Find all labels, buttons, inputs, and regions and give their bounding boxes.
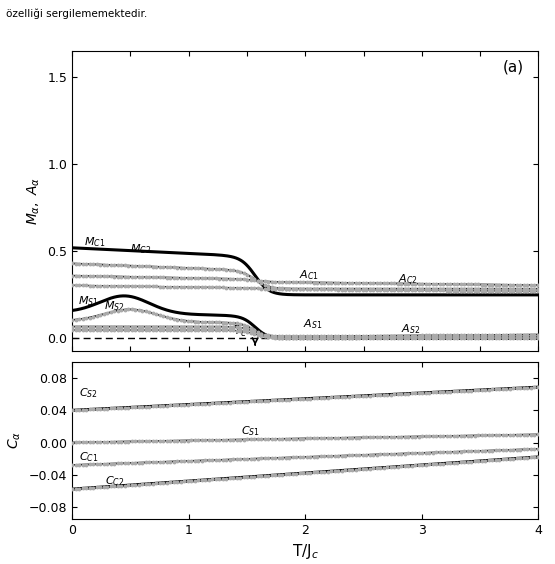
Text: $A_{S2}$: $A_{S2}$ — [401, 323, 420, 336]
Text: özelliği sergilememektedir.: özelliği sergilememektedir. — [6, 8, 147, 19]
Text: $T_c$: $T_c$ — [233, 324, 247, 340]
Text: $M_{S2}$: $M_{S2}$ — [104, 299, 124, 312]
Text: $C_{C2}$: $C_{C2}$ — [105, 474, 124, 488]
Text: $C_{S2}$: $C_{S2}$ — [79, 387, 98, 400]
Text: $A_{C1}$: $A_{C1}$ — [300, 268, 319, 281]
Text: $C_{C1}$: $C_{C1}$ — [79, 450, 99, 464]
Text: $M_{C1}$: $M_{C1}$ — [84, 235, 105, 249]
Text: (a): (a) — [503, 60, 524, 75]
Text: $A_{S1}$: $A_{S1}$ — [303, 318, 322, 332]
Text: $C_{S1}$: $C_{S1}$ — [241, 425, 260, 438]
Text: $M_{S1}$: $M_{S1}$ — [78, 294, 99, 309]
Text: $A_{C2}$: $A_{C2}$ — [398, 272, 418, 287]
Text: $M_{C2}$: $M_{C2}$ — [130, 242, 152, 256]
Y-axis label: $M_{\alpha},\ A_{\alpha}$: $M_{\alpha},\ A_{\alpha}$ — [26, 177, 42, 225]
X-axis label: T/J$_c$: T/J$_c$ — [292, 543, 319, 561]
Y-axis label: $C_{\alpha}$: $C_{\alpha}$ — [7, 431, 23, 450]
